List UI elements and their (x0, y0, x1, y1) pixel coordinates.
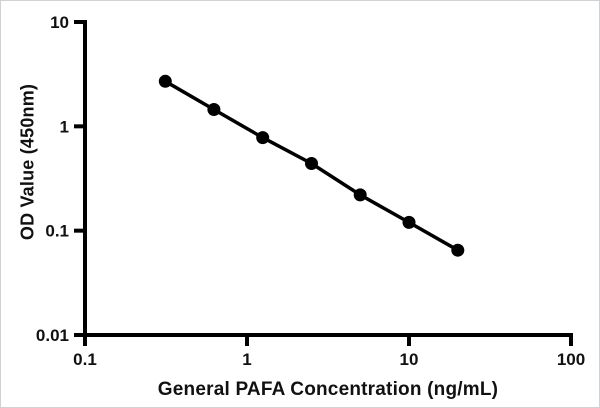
x-tick-label: 1 (242, 350, 251, 369)
y-tick-label: 10 (50, 13, 69, 32)
y-axis-title: OD Value (450nm) (17, 83, 38, 241)
data-point (353, 188, 367, 202)
data-point (207, 103, 221, 116)
data-point (305, 157, 318, 170)
data-point (451, 243, 465, 257)
x-tick-label: 100 (557, 350, 585, 369)
data-point (402, 215, 416, 229)
x-tick-label: 10 (400, 350, 419, 369)
data-point (158, 74, 172, 88)
y-tick-label: 1 (60, 117, 69, 136)
y-tick-label: 0.1 (45, 222, 69, 241)
y-tick-label: 0.01 (36, 326, 69, 345)
x-tick-label: 0.1 (73, 350, 97, 369)
data-point (256, 131, 270, 145)
x-axis-title: General PAFA Concentration (ng/mL) (157, 379, 499, 400)
